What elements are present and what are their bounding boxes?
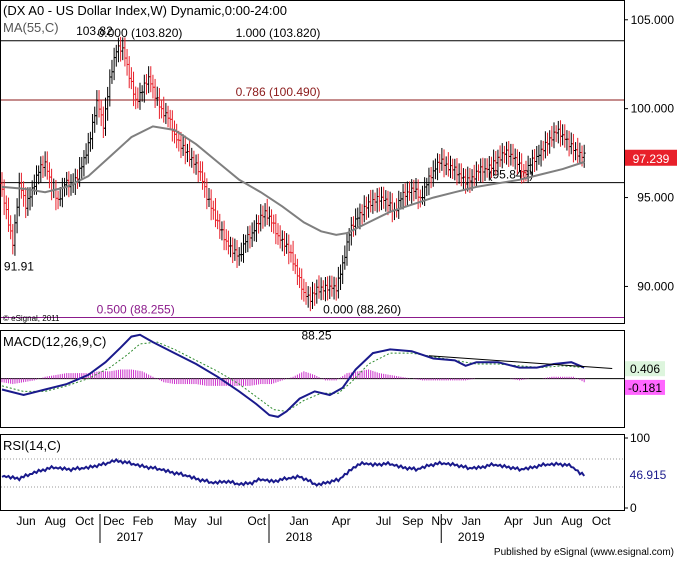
- level-label-fib-0500: 0.500 (88.255): [97, 302, 175, 316]
- last-price-marker: [625, 149, 677, 166]
- price-tick-label: 105.000: [631, 13, 675, 27]
- month-label: Oct: [75, 514, 94, 528]
- level-label-fib-1: 1.000 (103.820): [236, 26, 321, 40]
- macd-value-label: 0.406: [630, 362, 660, 376]
- month-label: Nov: [431, 514, 452, 528]
- month-label: Apr: [504, 514, 523, 528]
- level-label-fib-0786: 0.786 (100.490): [236, 85, 321, 99]
- month-label: Jun: [533, 514, 552, 528]
- macd-value-box: [625, 379, 665, 395]
- month-label: May: [174, 514, 197, 528]
- macd-panel-title: MACD(12,26,9,C): [3, 334, 106, 349]
- month-label: Jan: [462, 514, 481, 528]
- macd-line: [1, 333, 585, 418]
- rsi-tick-label: 0: [630, 501, 637, 515]
- month-label: Apr: [332, 514, 351, 528]
- month-label: Oct: [247, 514, 266, 528]
- month-label: Dec: [103, 514, 124, 528]
- year-label: 2019: [458, 530, 485, 544]
- price-tick-label: 100.000: [631, 102, 675, 116]
- month-label: Aug: [561, 514, 582, 528]
- rsi-value-label: 46.915: [630, 468, 667, 482]
- annotation-low-2016: 91.91: [4, 259, 34, 273]
- macd-value-label: -0.181: [628, 381, 662, 395]
- month-label: Jan: [289, 514, 308, 528]
- rsi-panel-frame: [0, 434, 625, 511]
- time-axis: Jun Aug Oct Dec Feb May Jul Oct Jan Apr Jul Sep Nov J…: [16, 514, 611, 544]
- rsi-tick-label: 100: [630, 431, 650, 445]
- macd-panel-frame: [0, 330, 625, 428]
- rsi-panel-title: RSI(14,C): [3, 438, 61, 453]
- ma-line: [1, 125, 585, 236]
- price-tick-label: 95.000: [637, 191, 674, 205]
- macd-trendline: [428, 355, 613, 370]
- price-axis: 90.000 95.000 100.000 105.000: [624, 13, 675, 293]
- month-label: Aug: [45, 514, 66, 528]
- month-label: Feb: [133, 514, 154, 528]
- rsi-layer: 0 100 46.915: [1, 431, 671, 515]
- annotation-low-2018: 88.25: [301, 329, 331, 343]
- last-price-label: 97.239: [633, 152, 670, 166]
- price-tick-label: 90.000: [637, 279, 674, 293]
- month-label: Sep: [402, 514, 424, 528]
- publisher-footer: Published by eSignal (www.esignal.com): [494, 547, 674, 558]
- macd-signal-line: [1, 341, 585, 412]
- rsi-line: [1, 458, 586, 487]
- month-label: Jul: [376, 514, 391, 528]
- annotation-peak: 103.82: [76, 24, 113, 38]
- month-label: Oct: [592, 514, 611, 528]
- level-label-fib-0-low: 0.000 (88.260): [323, 302, 401, 316]
- year-label: 2018: [286, 530, 313, 544]
- price-panel-title: (DX A0 - US Dollar Index,W) Dynamic,0:00…: [3, 3, 287, 18]
- month-label: Jul: [207, 514, 222, 528]
- price-layer: 0.000 (103.820) 1.000 (103.820) 0.786 (100…: [0, 24, 677, 343]
- month-label: Jun: [16, 514, 35, 528]
- macd-value-box: [625, 361, 665, 377]
- level-label-fib-0: 0.000 (103.820): [98, 26, 183, 40]
- ma-indicator-label: MA(55,C): [3, 20, 59, 35]
- price-panel-frame: [0, 0, 625, 324]
- macd-layer: 0.406 -0.181: [1, 333, 665, 418]
- rsi-value-box: [625, 467, 671, 483]
- esignal-credit: © eSignal, 2011: [3, 314, 60, 323]
- panel-frames: [0, 0, 625, 511]
- year-label: 2017: [117, 530, 144, 544]
